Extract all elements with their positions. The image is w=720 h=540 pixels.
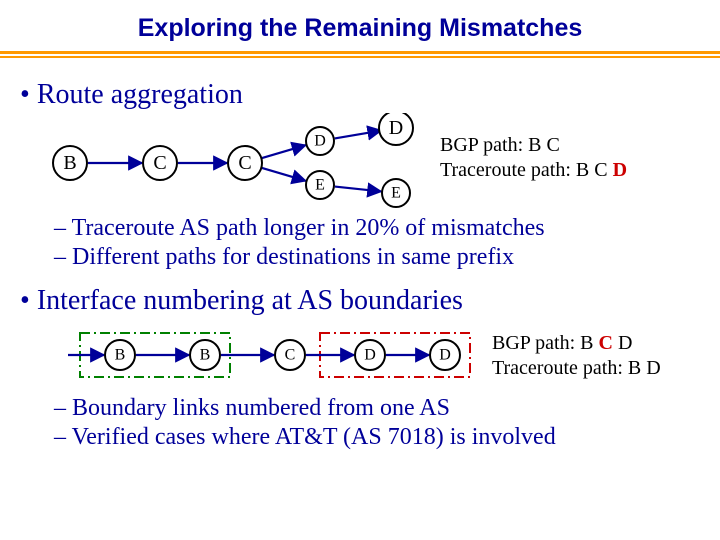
bgp-path-2-pre: BGP path: B <box>492 332 599 354</box>
bullet-route-aggregation: Route aggregation <box>20 79 700 111</box>
accent-rule <box>0 51 720 61</box>
traceroute-path-1-hl: D <box>613 159 627 181</box>
sub-longer-path: Traceroute AS path longer in 20% of mism… <box>54 215 700 242</box>
traceroute-path-1-pre: Traceroute path: B C <box>440 159 613 181</box>
svg-text:C: C <box>153 152 166 174</box>
diagram-interface-numbering: BBCDD BGP path: B C D Traceroute path: B… <box>20 323 700 387</box>
svg-text:C: C <box>285 347 296 364</box>
bgp-path-2-post: D <box>618 332 632 354</box>
path-text-2: BGP path: B C D Traceroute path: B D <box>492 331 661 381</box>
svg-text:C: C <box>238 152 251 174</box>
path-text-1: BGP path: B C Traceroute path: B C D <box>440 133 627 183</box>
svg-text:D: D <box>314 133 326 150</box>
svg-text:E: E <box>315 177 325 194</box>
svg-text:D: D <box>439 347 451 364</box>
svg-text:D: D <box>389 117 403 139</box>
svg-text:E: E <box>391 185 401 202</box>
svg-text:B: B <box>63 152 76 174</box>
diagram-route-aggregation: B C C D E D E BGP path: B C Traceroute path: B… <box>20 113 700 213</box>
bgp-path-2-hl: C <box>599 332 618 354</box>
traceroute-path-2: Traceroute path: B D <box>492 357 661 379</box>
svg-text:D: D <box>364 347 376 364</box>
page-title: Exploring the Remaining Mismatches <box>0 0 720 51</box>
content-area: Route aggregation BCCDEDE BGP path: B C … <box>0 61 720 451</box>
svg-text:B: B <box>115 347 126 364</box>
sub-different-paths: Different paths for destinations in same… <box>54 244 700 271</box>
svg-text:B: B <box>200 347 211 364</box>
bgp-path-1: BGP path: B C <box>440 134 560 156</box>
sub-boundary-links: Boundary links numbered from one AS <box>54 395 700 422</box>
sub-verified-att: Verified cases where AT&T (AS 7018) is i… <box>54 424 700 451</box>
bullet-interface-numbering: Interface numbering at AS boundaries <box>20 285 700 317</box>
